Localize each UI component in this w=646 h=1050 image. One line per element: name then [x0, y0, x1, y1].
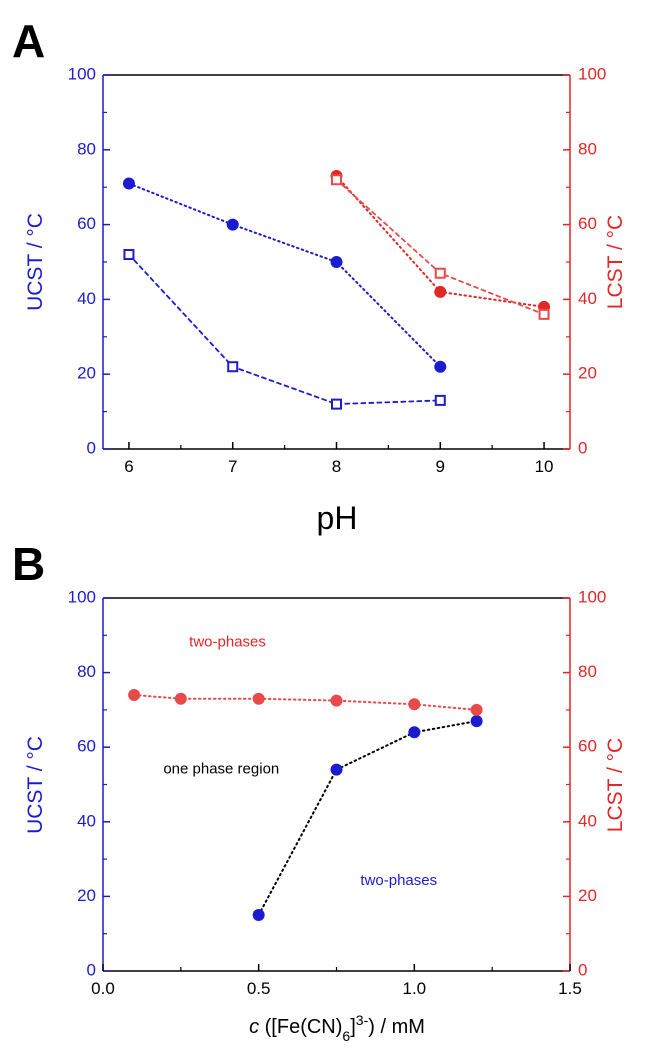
panel-a-ylabel-right: LCST / °C — [604, 215, 627, 309]
right-y-tick-label: 60 — [578, 737, 597, 756]
x-tick-label: 6 — [124, 457, 133, 476]
left-y-tick-label: 0 — [87, 960, 96, 979]
left-y-tick-label: 100 — [68, 64, 96, 83]
right-y-tick-label: 100 — [578, 587, 606, 606]
xlabel-sup: 3- — [356, 1012, 369, 1028]
series-line-2 — [133, 694, 478, 711]
annotation-label: two-phases — [360, 872, 437, 889]
panel-b-label: B — [12, 538, 45, 590]
data-point-circle — [470, 703, 483, 716]
data-point-circle — [470, 715, 483, 728]
data-point-circle — [252, 692, 265, 705]
xlabel-rest: ([Fe(CN) — [259, 1016, 342, 1038]
left-y-tick-label: 20 — [77, 886, 96, 905]
right-y-tick-label: 40 — [578, 289, 597, 308]
annotation-label: two-phases — [189, 633, 266, 650]
left-y-tick-label: 0 — [87, 438, 96, 457]
data-point-circle — [226, 218, 239, 231]
xlabel-tail: ) / mM — [368, 1016, 425, 1038]
x-tick-label: 1.0 — [403, 979, 427, 998]
data-point-square — [434, 267, 446, 279]
left-y-tick-label: 40 — [77, 811, 96, 830]
left-y-tick-label: 60 — [77, 737, 96, 756]
x-tick-label: 1.5 — [558, 979, 582, 998]
x-tick-label: 0.0 — [91, 979, 115, 998]
panel-a: A 0 0 20 20 40 40 60 60 80 80 100 100 6 7 8 9 10 UCST / … — [12, 15, 627, 536]
right-y-tick-label: 40 — [578, 811, 597, 830]
right-y-tick-label: 80 — [578, 662, 597, 681]
right-y-tick-label: 0 — [578, 960, 587, 979]
data-point-circle — [174, 692, 187, 705]
data-point-circle — [252, 909, 265, 922]
data-point-square — [538, 308, 550, 320]
panel-b: B 0 0 20 20 40 40 60 60 80 80 100 100 0.0 0.5 1.0 1.5 tw… — [12, 538, 627, 1044]
right-y-tick-label: 20 — [578, 364, 597, 383]
right-y-tick-label: 20 — [578, 886, 597, 905]
right-y-tick-label: 0 — [578, 438, 587, 457]
panel-a-axes: 0 0 20 20 40 40 60 60 80 80 100 100 6 7 8 9 10 — [68, 64, 607, 476]
data-point-square — [331, 398, 342, 410]
xlabel-italic: c — [249, 1016, 259, 1038]
x-tick-label: 10 — [535, 457, 554, 476]
data-point-circle — [128, 688, 141, 701]
series-line-1 — [257, 720, 478, 916]
left-y-tick-label: 40 — [77, 289, 96, 308]
data-point-circle — [122, 177, 135, 190]
data-point-square — [123, 249, 135, 261]
data-point-circle — [408, 698, 421, 711]
data-point-circle — [330, 256, 343, 268]
panel-a-xlabel: pH — [317, 500, 358, 536]
data-point-square — [434, 394, 446, 406]
data-point-square — [227, 361, 239, 373]
left-y-tick-label: 80 — [77, 662, 96, 681]
panel-b-xlabel: c ([Fe(CN)6]3-) / mM — [249, 1012, 425, 1044]
panel-b-axes: 0 0 20 20 40 40 60 60 80 80 100 100 0.0 0.5 1.0 1.5 two-… — [68, 587, 607, 998]
data-point-circle — [434, 285, 447, 298]
left-y-tick-label: 100 — [68, 587, 96, 606]
x-tick-label: 0.5 — [247, 979, 271, 998]
x-tick-label: 9 — [436, 457, 445, 476]
panel-a-label: A — [12, 15, 45, 67]
left-y-tick-label: 20 — [77, 364, 96, 383]
annotation-label: one phase region — [163, 760, 279, 777]
right-y-tick-label: 100 — [578, 64, 606, 83]
x-tick-label: 8 — [332, 457, 341, 476]
right-y-tick-label: 80 — [578, 139, 597, 158]
xlabel-close: ] — [350, 1016, 356, 1038]
left-y-tick-label: 60 — [77, 214, 96, 233]
x-tick-label: 7 — [228, 457, 237, 476]
data-point-circle — [330, 763, 343, 776]
panel-a-ylabel-left: UCST / °C — [24, 213, 47, 311]
series-line-1 — [127, 182, 442, 368]
series-line-2 — [127, 253, 442, 406]
xlabel-sub: 6 — [342, 1028, 350, 1044]
data-point-square — [331, 174, 342, 186]
data-point-circle — [434, 360, 447, 373]
panel-b-ylabel-right: LCST / °C — [604, 738, 627, 832]
panel-b-ylabel-left: UCST / °C — [24, 736, 47, 834]
left-y-tick-label: 80 — [77, 139, 96, 158]
data-point-circle — [330, 694, 343, 707]
data-point-circle — [408, 726, 421, 739]
right-y-tick-label: 60 — [578, 214, 597, 233]
